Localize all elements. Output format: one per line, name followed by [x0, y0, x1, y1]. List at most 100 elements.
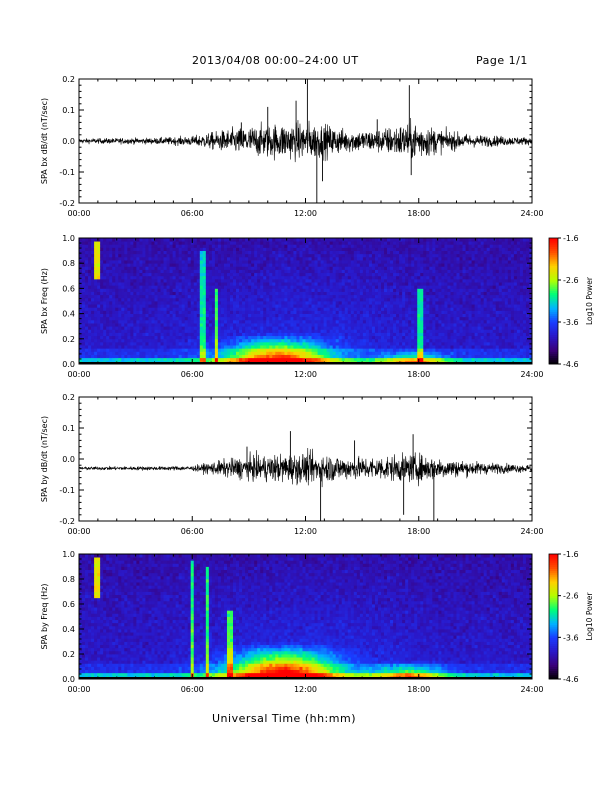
spectrogram-cell — [329, 348, 334, 352]
spectrogram-cell — [223, 332, 228, 337]
spectrogram-cell — [145, 357, 149, 362]
spectrogram-cell — [417, 351, 421, 355]
spectrogram-cell — [399, 256, 403, 261]
spectrogram-cell — [350, 260, 355, 264]
spectrogram-cell — [85, 275, 89, 280]
spectrogram-cell — [399, 341, 403, 346]
spectrogram-cell — [429, 316, 433, 321]
spectrogram-cell — [353, 301, 358, 305]
spectrogram-cell — [308, 288, 312, 292]
spectrogram-cell — [420, 329, 424, 333]
spectrogram-cell — [408, 272, 412, 277]
spectrogram-cell — [148, 329, 152, 333]
spectrogram-cell — [175, 291, 180, 296]
spectrogram-cell — [308, 345, 312, 349]
spectrogram-cell — [260, 250, 264, 255]
spectrogram-cell — [299, 275, 303, 280]
spectrogram-cell — [166, 307, 170, 311]
spectrogram-cell — [281, 250, 285, 255]
spectrogram-cell — [341, 341, 346, 346]
spectrogram-cell — [239, 291, 243, 296]
spectrogram-cell — [414, 282, 418, 286]
spectrogram-cell — [402, 247, 406, 251]
spectrogram-cell — [441, 304, 445, 308]
spectrogram-cell — [100, 338, 104, 343]
spectrogram-cell — [103, 250, 107, 255]
spectrogram-cell — [296, 341, 300, 346]
spectrogram-cell — [441, 357, 445, 362]
spectrogram-cell — [302, 357, 306, 362]
spectrogram-cell — [323, 326, 328, 330]
spectrogram-cell — [190, 294, 195, 299]
spectrogram-cell — [293, 256, 297, 261]
spectrogram-cell — [371, 250, 376, 255]
spectrogram-cell — [145, 253, 149, 258]
spectrogram-cell — [169, 329, 174, 333]
spectrogram-cell — [178, 338, 183, 343]
spectrogram-cell — [408, 319, 412, 324]
spectrogram-cell — [438, 338, 442, 343]
spectrogram-cell — [390, 288, 394, 292]
spectrogram-cell — [211, 326, 216, 330]
spectrogram-cell — [317, 307, 321, 311]
spectrogram-cell — [344, 247, 349, 251]
spectrogram-cell — [320, 294, 325, 299]
spectrogram-cell — [414, 313, 418, 318]
spectrogram-cell — [181, 275, 186, 280]
spectrogram-cell — [109, 323, 113, 327]
spectrogram-cell — [124, 278, 128, 283]
spectrogram-cell — [293, 260, 297, 264]
spectrogram-cell — [308, 307, 312, 311]
spectrogram-cell — [432, 316, 436, 321]
spectrogram-cell — [435, 238, 439, 242]
spectrogram-cell — [320, 348, 325, 352]
spectrogram-cell — [166, 266, 170, 270]
spectrogram-cell — [326, 354, 331, 359]
spectrogram-cell — [335, 326, 340, 330]
spectrogram-cell — [281, 301, 285, 305]
spectrogram-cell — [311, 278, 315, 283]
spectrogram-cell — [278, 326, 282, 330]
spectrogram-cell — [353, 341, 358, 346]
spectrogram-cell — [311, 250, 315, 255]
spectrogram-cell — [178, 241, 183, 245]
spectrogram-cell — [205, 345, 210, 349]
spectrogram-cell — [399, 326, 403, 330]
spectrogram-cell — [127, 250, 131, 255]
spectrogram-cell — [296, 253, 300, 258]
spectrogram-cell — [248, 256, 252, 261]
spectrogram-cell — [311, 338, 315, 343]
spectrogram-cell — [124, 288, 128, 292]
spectrogram-cell — [187, 326, 192, 330]
spectrogram-cell — [432, 253, 436, 258]
spectrogram-cell — [329, 247, 334, 251]
spectrogram-cell — [242, 266, 246, 270]
spectrogram-cell — [290, 304, 294, 308]
spectrogram-cell — [323, 351, 328, 355]
spectrogram-cell — [242, 332, 246, 337]
spectrogram-cell — [178, 253, 183, 258]
spectrogram-cell — [408, 288, 412, 292]
spectrogram-cell — [417, 269, 421, 274]
spectrogram-cell — [106, 323, 110, 327]
spectrogram-cell — [399, 307, 403, 311]
spectrogram-cell — [217, 297, 222, 302]
spectrogram-cell — [344, 307, 349, 311]
spectrogram-cell — [94, 329, 98, 333]
spectrogram-cell — [399, 288, 403, 292]
spectrogram-cell — [444, 291, 448, 296]
spectrogram-cell — [193, 323, 198, 327]
spectrogram-cell — [133, 282, 137, 286]
spectrogram-cell — [384, 335, 388, 340]
spectrogram-cell — [115, 319, 119, 324]
spectrogram-cell — [347, 241, 352, 245]
spectrogram-cell — [290, 354, 294, 359]
spectrogram-cell — [381, 319, 385, 324]
spectrogram-cell — [311, 345, 315, 349]
spectrogram-cell — [350, 316, 355, 321]
spectrogram-cell — [302, 310, 306, 314]
spectrogram-cell — [226, 256, 231, 261]
spectrogram-cell — [441, 278, 445, 283]
spectrogram-cell — [308, 329, 312, 333]
spectrogram-cell — [435, 269, 439, 274]
